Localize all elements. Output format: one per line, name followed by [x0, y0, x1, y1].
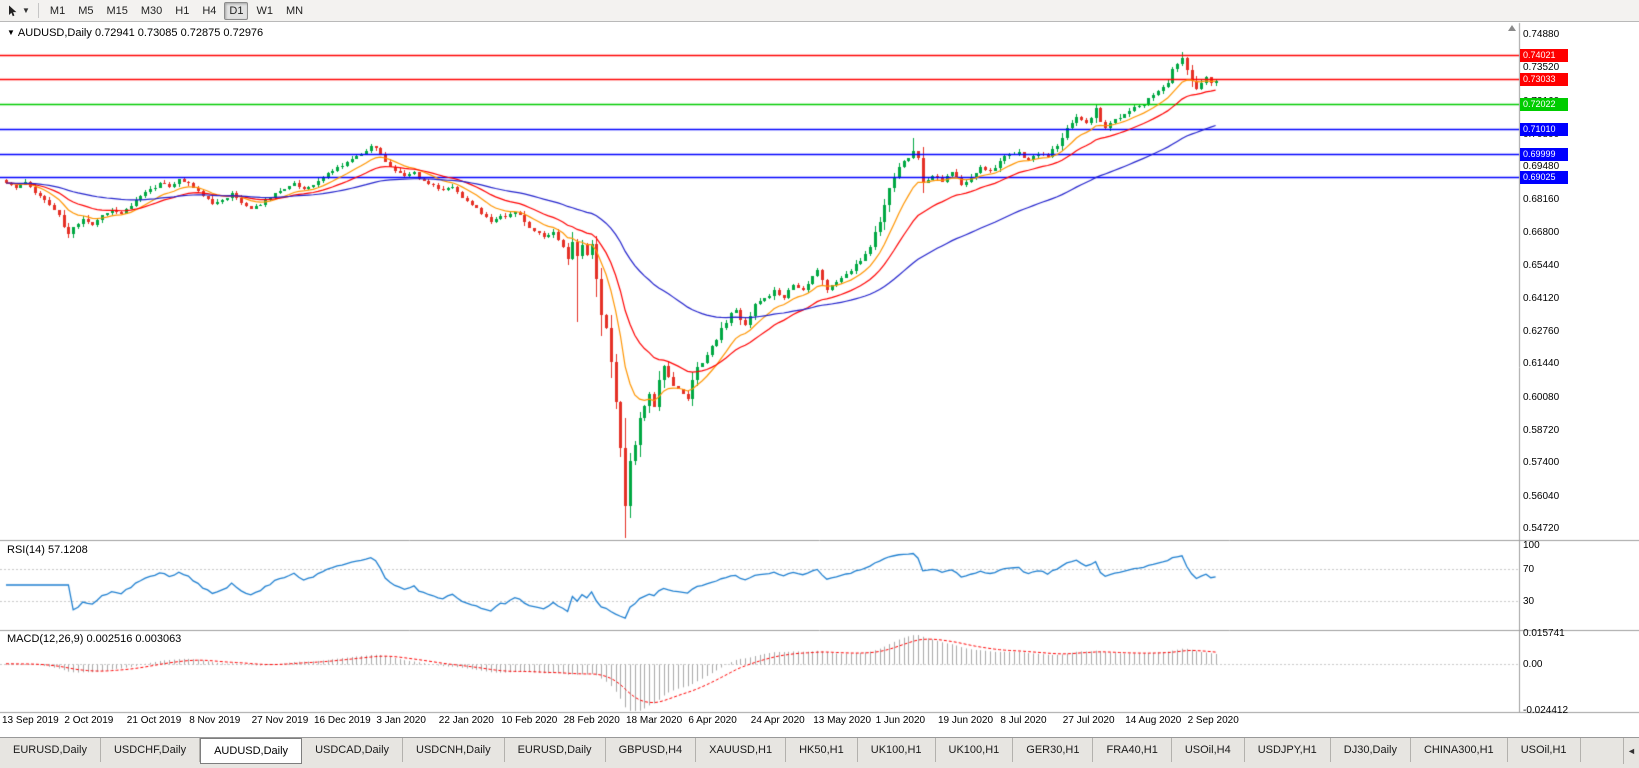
- chart-tab-xauusd-h1[interactable]: XAUUSD,H1: [696, 738, 787, 762]
- chart-tab-dj30-daily[interactable]: DJ30,Daily: [1330, 738, 1411, 762]
- top-toolbar: ▼ M1 M5 M15 M30 H1 H4 D1 W1 MN: [0, 0, 1639, 22]
- chart-tab-fra40-h1[interactable]: FRA40,H1: [1093, 738, 1172, 762]
- tool-dropdown-caret-icon[interactable]: ▼: [22, 6, 30, 15]
- chart-tab-audusd-daily[interactable]: AUDUSD,Daily: [200, 738, 303, 764]
- chart-tab-eurusd-daily[interactable]: EURUSD,Daily: [0, 738, 101, 762]
- chart-tab-gbpusd-h4[interactable]: GBPUSD,H4: [605, 738, 697, 762]
- chart-tab-uk100-h1[interactable]: UK100,H1: [935, 738, 1014, 762]
- chart-tabs: EURUSD,Daily USDCHF,Daily AUDUSD,Daily USDC…: [0, 738, 1639, 764]
- chart-tab-eurusd-daily[interactable]: EURUSD,Daily: [504, 738, 606, 762]
- chart-tab-hk50-h1[interactable]: HK50,H1: [786, 738, 858, 762]
- toolbar-separator: [37, 3, 39, 18]
- timeframe-button-group: M1 M5 M15 M30 H1 H4 D1 W1 MN: [45, 1, 308, 20]
- chart-tab-usdcnh-daily[interactable]: USDCNH,Daily: [403, 738, 505, 762]
- chart-tab-uk100-h1[interactable]: UK100,H1: [857, 738, 936, 762]
- chart-tab-usdchf-daily[interactable]: USDCHF,Daily: [100, 738, 201, 762]
- chart-tab-usoil-h4[interactable]: USOil,H4: [1171, 738, 1245, 762]
- tab-scroll-button[interactable]: ◄: [1623, 738, 1639, 764]
- timeframe-button-m30[interactable]: M30: [140, 4, 163, 17]
- timeframe-button-d1[interactable]: D1: [224, 1, 249, 20]
- timeframe-button-m5[interactable]: M5: [78, 4, 94, 17]
- timeframe-button-w1[interactable]: W1: [256, 4, 273, 17]
- chart-tab-china300-h1[interactable]: CHINA300,H1: [1410, 738, 1508, 762]
- pointer-tool-icon[interactable]: [5, 2, 21, 20]
- chart-tab-ger30-h1[interactable]: GER30,H1: [1013, 738, 1094, 762]
- timeframe-button-h1[interactable]: H1: [175, 4, 190, 17]
- timeframe-button-mn[interactable]: MN: [285, 4, 304, 17]
- chart-tab-usoil-h1[interactable]: USOil,H1: [1507, 738, 1581, 762]
- chart-tab-bar: EURUSD,Daily USDCHF,Daily AUDUSD,Daily USDC…: [0, 737, 1639, 768]
- timeframe-button-m15[interactable]: M15: [106, 4, 128, 17]
- timeframe-button-m1[interactable]: M1: [49, 4, 66, 17]
- pointer-cursor-glyph: [9, 5, 17, 16]
- chart-tab-usdcad-daily[interactable]: USDCAD,Daily: [302, 738, 404, 762]
- chart-tab-usdjpy-h1[interactable]: USDJPY,H1: [1244, 738, 1331, 762]
- timeframe-button-h4[interactable]: H4: [202, 4, 217, 17]
